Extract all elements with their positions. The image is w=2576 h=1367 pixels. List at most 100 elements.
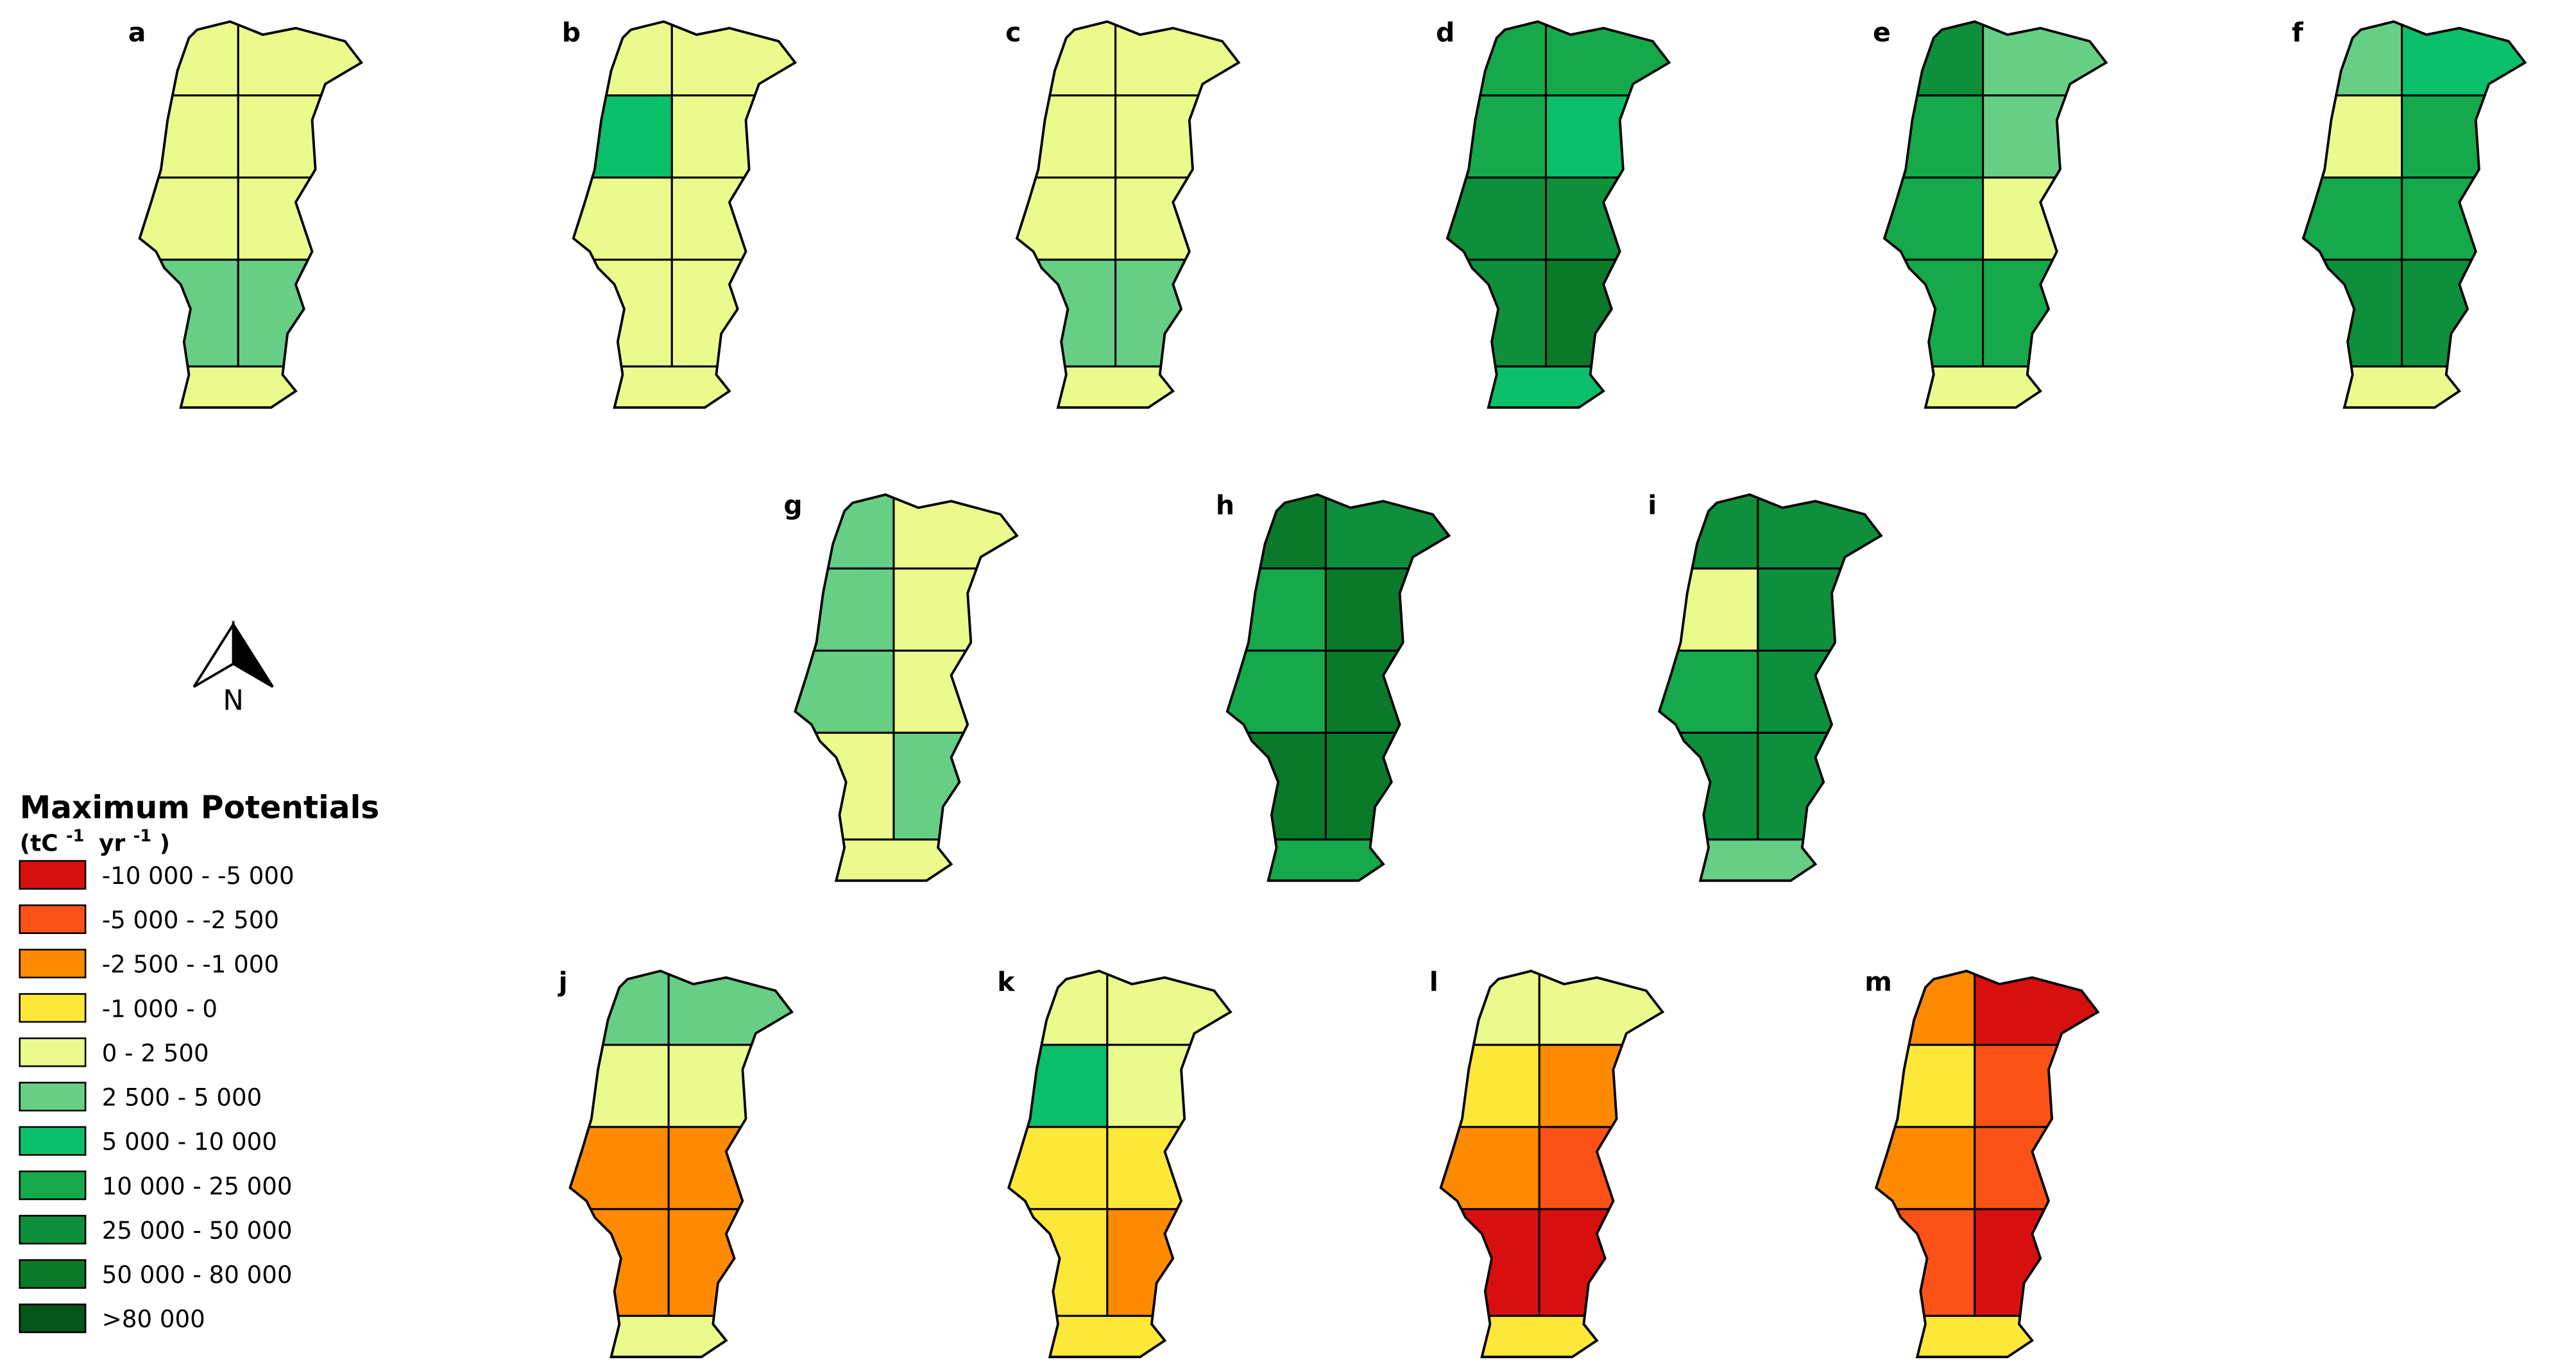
district <box>2303 94 2403 179</box>
legend-label: -5 000 - -2 500 <box>102 906 279 934</box>
country-outline <box>572 20 798 409</box>
map <box>568 969 794 1359</box>
legend-swatch <box>19 904 87 934</box>
district <box>1114 94 1239 179</box>
map <box>1446 20 1671 409</box>
country-outline <box>1439 969 1665 1359</box>
country-outline <box>1874 969 2100 1359</box>
district <box>1227 495 1327 570</box>
district <box>892 731 1018 841</box>
district <box>1659 495 1759 570</box>
district <box>1974 1044 2098 1128</box>
legend-swatch <box>19 1214 87 1244</box>
district <box>1009 971 1109 1046</box>
districts <box>1876 971 2098 1357</box>
district <box>1982 259 2106 368</box>
legend-label: 5 000 - 10 000 <box>102 1128 277 1156</box>
unit-sup: -1 <box>66 826 84 845</box>
country-outline <box>1446 20 1671 409</box>
panel-label: l <box>1429 966 1438 997</box>
panel-label: a <box>128 17 146 47</box>
panel-label: b <box>562 17 581 47</box>
legend-label: 25 000 - 50 000 <box>102 1217 293 1244</box>
map <box>572 20 798 409</box>
district <box>892 567 1018 652</box>
district <box>1538 1044 1663 1128</box>
district <box>1017 21 1117 97</box>
panel-label: f <box>2292 17 2304 47</box>
district <box>1447 21 1548 97</box>
districts <box>1659 495 1881 881</box>
legend-swatch <box>19 1259 87 1289</box>
legend-label: 10 000 - 25 000 <box>102 1173 293 1200</box>
legend-title: Maximum Potentials <box>20 790 380 826</box>
districts <box>139 21 362 408</box>
country-outline <box>1007 969 1233 1359</box>
district <box>667 1044 792 1128</box>
district <box>1447 176 1548 261</box>
district <box>1106 1208 1231 1317</box>
map <box>1015 20 1241 409</box>
district <box>1982 94 2106 179</box>
district <box>2401 259 2525 368</box>
district <box>2303 21 2403 97</box>
unit-sup: -1 <box>133 826 151 845</box>
district <box>1447 94 1548 179</box>
country-outline <box>794 493 1019 882</box>
panel-label: j <box>558 966 568 997</box>
country-outline <box>138 20 364 409</box>
district <box>2401 94 2525 179</box>
district <box>1009 1126 1109 1210</box>
unit-part: (tC <box>20 831 58 857</box>
legend-swatch <box>19 1303 87 1334</box>
legend-swatch <box>19 993 87 1023</box>
map <box>794 493 1019 882</box>
districts <box>795 495 1018 881</box>
map <box>1225 493 1451 882</box>
panel-label: h <box>1216 490 1234 521</box>
panel-label: k <box>997 966 1016 997</box>
district <box>139 21 239 97</box>
maps: a b c d e f g h i j k l m <box>128 17 2527 1359</box>
districts <box>1017 21 1239 408</box>
legend-label: 2 500 - 5 000 <box>102 1084 262 1112</box>
district <box>1884 94 1984 179</box>
map <box>138 20 364 409</box>
legend-swatch <box>19 860 87 890</box>
district <box>795 567 895 652</box>
district <box>1114 259 1239 368</box>
district <box>1884 21 1984 97</box>
north-arrow: N <box>192 620 274 717</box>
district <box>670 94 796 179</box>
district <box>1544 259 1669 368</box>
districts <box>1440 971 1663 1357</box>
district <box>1009 1044 1109 1128</box>
district <box>570 1044 670 1128</box>
district <box>1538 1208 1663 1317</box>
district <box>1876 1126 1976 1210</box>
districts <box>1009 971 1231 1357</box>
districts <box>1447 21 1669 408</box>
legend: Maximum Potentials (tC -1 yr -1 ) -10 00… <box>19 790 380 1334</box>
country-outline <box>568 969 794 1359</box>
district <box>1227 649 1327 734</box>
district <box>139 176 239 261</box>
country-outline <box>1225 493 1451 882</box>
map <box>1882 20 2108 409</box>
district <box>1324 567 1449 652</box>
country-outline <box>1882 20 2108 409</box>
districts <box>2303 21 2525 408</box>
district <box>1440 1044 1540 1128</box>
unit-part: ) <box>160 831 170 857</box>
district <box>573 176 673 261</box>
legend-label: 50 000 - 80 000 <box>102 1261 293 1289</box>
legend-label: -2 500 - -1 000 <box>102 951 279 978</box>
panel-label: e <box>1873 17 1891 47</box>
legend-swatch <box>19 1037 87 1067</box>
district <box>1324 731 1449 841</box>
district <box>1659 567 1759 652</box>
legend-swatch <box>19 1082 87 1112</box>
district <box>1227 567 1327 652</box>
panel-label: g <box>783 490 802 521</box>
